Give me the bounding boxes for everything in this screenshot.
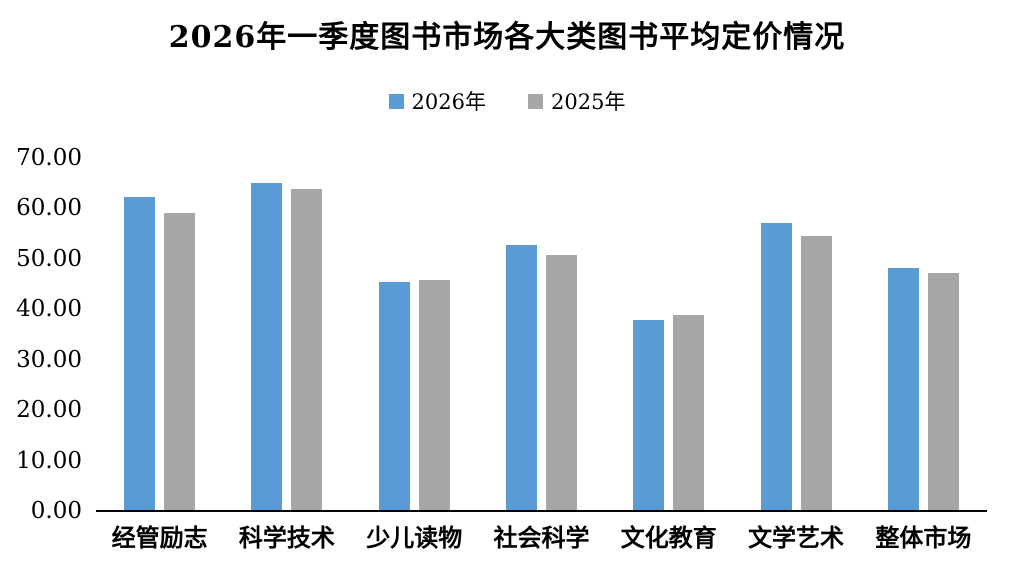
bar-2026-c0 [124, 197, 156, 510]
x-axis-label: 社会科学 [493, 523, 590, 552]
y-tick-label: 70.00 [16, 145, 82, 171]
chart-title: 2026年一季度图书市场各大类图书平均定价情况 [168, 20, 846, 55]
legend-swatch-2026-icon [388, 93, 404, 109]
y-tick-label: 40.00 [16, 296, 82, 323]
bar-2025-c1 [291, 189, 323, 510]
x-axis-label: 文学艺术 [748, 523, 845, 552]
bar-2025-c4 [673, 315, 705, 510]
legend: 2026年 2025年 [0, 86, 1014, 116]
bar-2026-c1 [251, 183, 283, 510]
y-tick-label: 60.00 [16, 195, 82, 222]
legend-label-2026: 2026年 [411, 90, 486, 114]
bar-2025-c0 [164, 213, 196, 510]
y-tick-label: 0.00 [30, 498, 82, 524]
x-axis-line [96, 510, 987, 512]
y-tick-label: 30.00 [16, 346, 82, 373]
bar-2026-c4 [633, 320, 665, 510]
bar-2025-c2 [418, 279, 450, 510]
bar-2026-c5 [760, 222, 792, 510]
y-tick-label: 50.00 [16, 245, 82, 272]
bar-2025-c3 [546, 255, 577, 510]
legend-swatch-2025-icon [528, 93, 543, 109]
legend-label-2025: 2025年 [551, 90, 626, 114]
x-axis-label: 少儿读物 [366, 523, 463, 552]
x-axis-label: 整体市场 [875, 523, 972, 552]
y-tick-label: 10.00 [16, 447, 82, 474]
x-axis-label: 经管励志 [111, 523, 208, 552]
bar-2026-c6 [887, 268, 919, 510]
x-axis-label: 科学技术 [238, 523, 335, 552]
x-axis-label: 文化教育 [620, 523, 717, 552]
y-tick-label: 20.00 [16, 397, 82, 424]
bar-2025-c6 [927, 273, 959, 510]
legend-item-2025: 2025年 [528, 86, 625, 116]
bar-2026-c3 [506, 245, 537, 510]
bar-2025-c5 [800, 235, 832, 510]
legend-item-2026: 2026年 [388, 86, 486, 116]
bar-2026-c2 [378, 281, 410, 510]
